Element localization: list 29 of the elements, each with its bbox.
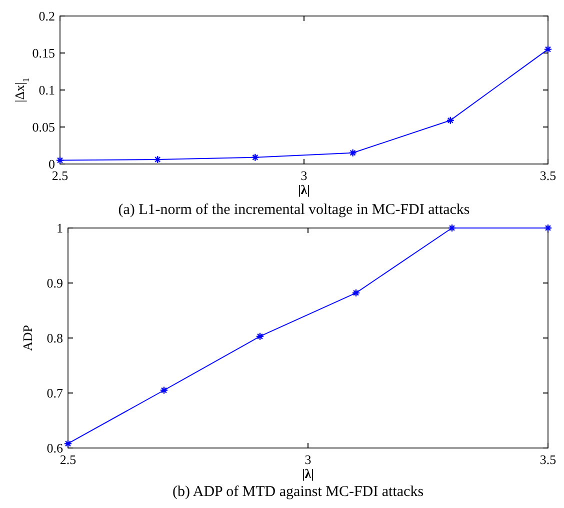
x-tick-label: 3 (304, 452, 312, 467)
point (160, 386, 168, 394)
point (352, 288, 360, 297)
y-tick-label: 1 (56, 220, 63, 236)
y-axis-title: ADP (20, 324, 35, 352)
text: (b) ADP of MTD against MC-FDI attacks (172, 484, 424, 500)
y-tick-label: 0.2 (38, 8, 55, 24)
y-tick-label: 0.15 (32, 46, 55, 60)
point (448, 224, 456, 232)
x-tick-label: 3.5 (540, 452, 556, 467)
x-tick-label: 3 (300, 168, 308, 183)
point (256, 332, 264, 340)
point (544, 45, 552, 54)
point (64, 440, 72, 448)
y-tick-label: 0.8 (46, 330, 63, 346)
point (348, 148, 357, 157)
y-tick-label: 0.05 (32, 120, 55, 134)
point (251, 153, 260, 162)
x-tick-label: 3.5 (540, 168, 556, 183)
point (446, 116, 454, 124)
point (154, 155, 162, 164)
x-axis-title: |λ| (302, 466, 314, 481)
text: (a) L1-norm of the incremental voltage in MC-FDI attacks (118, 202, 470, 218)
y-tick-label: 0.1 (38, 82, 55, 98)
x-axis-title: |λ| (298, 182, 310, 197)
y-tick-label: 0.7 (46, 386, 64, 400)
y-tick-label: 0.9 (46, 276, 63, 290)
point (56, 156, 64, 164)
point (544, 224, 552, 232)
